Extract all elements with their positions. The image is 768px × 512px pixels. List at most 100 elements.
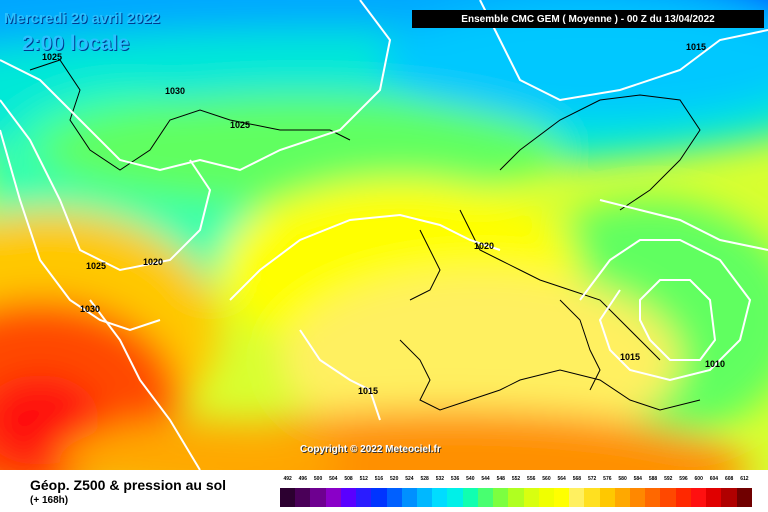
isobar-label: 1020: [143, 257, 163, 267]
color-scale-label: 540: [466, 476, 475, 482]
color-scale-label: 588: [648, 476, 658, 482]
color-scale-label: 516: [374, 476, 384, 482]
forecast-date: Mercredi 20 avril 2022: [4, 10, 160, 27]
color-scale-swatch: [584, 488, 600, 507]
chart-title: Géop. Z500 & pression au sol: [30, 477, 227, 493]
color-scale-swatch: [325, 488, 341, 507]
isobar-1015-east: [579, 239, 752, 382]
color-scale-label: 528: [420, 476, 429, 482]
color-scale-swatch: [280, 488, 296, 507]
color-scale: 492 496 500 504 508 512 516 520 524 528 532 536 540 5…: [280, 476, 752, 510]
color-scale-swatch: [569, 488, 585, 507]
copyright-notice: Copyright © 2022 Meteociel.fr: [300, 444, 441, 455]
isobar-label-group: 1025 1030 1025 1015 1020 1025 1020 1030 …: [42, 42, 725, 396]
color-scale-label: 552: [511, 476, 521, 482]
uk-coast: [409, 229, 441, 301]
color-scale-label: 596: [679, 476, 688, 482]
color-scale-label: 520: [390, 476, 399, 482]
color-scale-label: 524: [405, 476, 414, 482]
isobar-label: 1015: [686, 42, 706, 52]
color-scale-swatch: [690, 488, 707, 507]
color-scale-label: 500: [313, 476, 323, 482]
color-scale-label: 584: [633, 476, 642, 482]
isobar-label: 1015: [620, 352, 640, 362]
color-scale-label: 536: [450, 476, 460, 482]
color-scale-swatch: [508, 488, 524, 507]
color-scale-swatch: [736, 488, 752, 507]
color-scale-swatches: [280, 488, 752, 507]
color-scale-label: 612: [740, 476, 749, 482]
isobar-label: 1010: [705, 359, 725, 369]
color-scale-label: 544: [481, 476, 490, 482]
isobar-label: 1015: [358, 386, 378, 396]
color-scale-swatch: [401, 488, 417, 507]
color-scale-swatch: [660, 488, 676, 507]
isobar-label: 1025: [86, 261, 106, 271]
isobar-1015-south: [299, 329, 381, 421]
italy-coast: [559, 299, 601, 391]
geopotential-bands: [0, 0, 768, 470]
color-scale-swatch: [614, 488, 631, 507]
color-scale-swatch: [493, 488, 509, 507]
color-scale-swatch: [371, 488, 387, 507]
color-scale-label: 580: [618, 476, 627, 482]
color-scale-label: 556: [527, 476, 536, 482]
color-scale-swatch: [630, 488, 646, 507]
isobar-label: 1030: [165, 86, 185, 96]
color-scale-swatch: [706, 488, 722, 507]
color-scale-label: 600: [694, 476, 703, 482]
color-scale-swatch: [295, 488, 311, 507]
isobar-1020-central: [229, 213, 501, 301]
color-scale-swatch: [310, 488, 326, 507]
isobars: [0, 0, 768, 470]
footer: Géop. Z500 & pression au sol (+ 168h) 49…: [0, 470, 768, 512]
mediterranean-coast: [399, 339, 701, 411]
isobar-label: 1020: [474, 241, 494, 251]
color-scale-swatch: [356, 488, 372, 507]
color-scale-label: 508: [344, 476, 353, 482]
color-scale-label: 560: [542, 476, 551, 482]
isobar-1015-north: [479, 0, 768, 102]
coastlines: [29, 59, 701, 411]
color-scale-label: 572: [587, 476, 597, 482]
color-scale-label: 608: [724, 476, 734, 482]
color-scale-label: 564: [557, 476, 566, 482]
color-scale-swatch: [416, 488, 433, 507]
isobar-1030-south: [89, 299, 201, 470]
isobar-label: 1025: [230, 120, 250, 130]
forecast-map: 1025 1030 1025 1015 1020 1025 1020 1030 …: [0, 0, 768, 470]
color-scale-swatch: [477, 488, 494, 507]
color-scale-label: 532: [435, 476, 445, 482]
color-scale-swatch: [645, 488, 661, 507]
color-scale-swatch: [386, 488, 402, 507]
color-scale-label: 604: [709, 476, 719, 482]
color-scale-swatch: [340, 488, 357, 507]
north-europe-coast: [459, 209, 661, 361]
color-scale-swatch: [462, 488, 478, 507]
isobar-1025-west: [0, 99, 212, 272]
color-scale-label: 512: [359, 476, 368, 482]
isobar-label: 1030: [80, 304, 100, 314]
isobar-1010-east: [639, 279, 717, 361]
color-scale-swatch: [599, 488, 615, 507]
color-scale-label: 496: [298, 476, 307, 482]
color-scale-label: 592: [664, 476, 673, 482]
model-run-info: Ensemble CMC GEM ( Moyenne ) - 00 Z du 1…: [412, 10, 764, 28]
isobar-1030-west: [0, 129, 161, 332]
isobar-1020-east: [599, 199, 768, 251]
local-time: 2:00 locale: [22, 32, 130, 55]
color-scale-swatch: [523, 488, 539, 507]
color-scale-label: 568: [572, 476, 582, 482]
scandinavia-coast: [499, 94, 701, 211]
isobar-1025-north: [0, 0, 392, 172]
z500-field: 1025 1030 1025 1015 1020 1025 1020 1030 …: [0, 0, 768, 470]
color-scale-swatch: [553, 488, 570, 507]
isobar-label: 1025: [42, 52, 62, 62]
color-scale-swatch: [721, 488, 737, 507]
color-scale-label: 504: [329, 476, 338, 482]
color-scale-swatch: [675, 488, 691, 507]
greenland-coast: [29, 59, 351, 171]
color-scale-labels: 492 496 500 504 508 512 516 520 524 528 532 536 540 5…: [280, 476, 752, 486]
color-scale-label: 548: [496, 476, 505, 482]
lead-time: (+ 168h): [30, 495, 69, 506]
